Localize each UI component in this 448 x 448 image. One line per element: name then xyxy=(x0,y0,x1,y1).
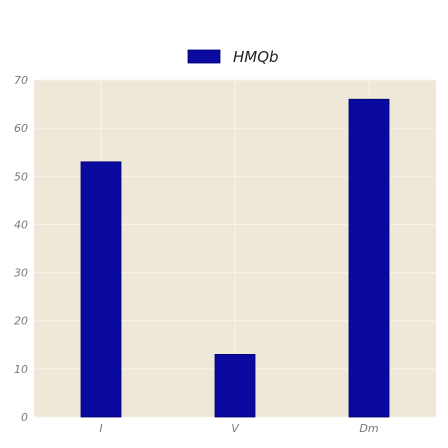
x-tick-label: V xyxy=(231,422,240,435)
y-tick-label: 50 xyxy=(14,170,28,183)
x-axis-ticks: I V Dm xyxy=(99,422,378,435)
bar-dm xyxy=(348,98,390,418)
x-tick-label: I xyxy=(99,422,102,435)
y-tick-label: 10 xyxy=(14,363,28,376)
bar-i xyxy=(80,161,122,418)
y-tick-label: 0 xyxy=(21,411,28,424)
legend-label-hmqb: HMQb xyxy=(233,48,279,66)
bars xyxy=(80,98,390,418)
x-tick-label: Dm xyxy=(359,422,378,435)
y-tick-label: 70 xyxy=(14,74,28,87)
y-tick-label: 30 xyxy=(14,267,28,280)
legend-swatch xyxy=(187,49,221,64)
y-axis-ticks: 0 10 20 30 40 50 60 70 xyxy=(14,74,28,424)
y-tick-label: 20 xyxy=(14,315,28,328)
legend: HMQb xyxy=(187,48,279,66)
bar-v xyxy=(214,354,256,418)
y-tick-label: 40 xyxy=(14,218,28,231)
y-tick-label: 60 xyxy=(14,122,28,135)
